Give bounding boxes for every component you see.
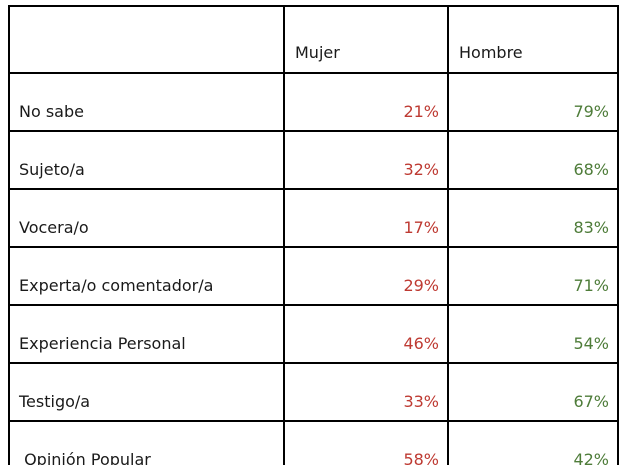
- hombre-value: 67%: [447, 362, 619, 422]
- mujer-value: 46%: [283, 304, 449, 364]
- table-row: Opinión Popular 58% 42%: [8, 420, 619, 465]
- table-header-row: Mujer Hombre: [8, 5, 619, 74]
- mujer-value: 58%: [283, 420, 449, 465]
- table-row: Experta/o comentador/a 29% 71%: [8, 246, 619, 306]
- table-row: Experiencia Personal 46% 54%: [8, 304, 619, 364]
- table-row: No sabe 21% 79%: [8, 72, 619, 132]
- row-label: Sujeto/a: [8, 130, 285, 190]
- row-label: No sabe: [8, 72, 285, 132]
- mujer-value: 29%: [283, 246, 449, 306]
- header-mujer: Mujer: [283, 5, 449, 74]
- mujer-value: 17%: [283, 188, 449, 248]
- row-label: Vocera/o: [8, 188, 285, 248]
- hombre-value: 71%: [447, 246, 619, 306]
- table-row: Vocera/o 17% 83%: [8, 188, 619, 248]
- row-label: Experta/o comentador/a: [8, 246, 285, 306]
- mujer-value: 33%: [283, 362, 449, 422]
- hombre-value: 83%: [447, 188, 619, 248]
- table-row: Testigo/a 33% 67%: [8, 362, 619, 422]
- hombre-value: 54%: [447, 304, 619, 364]
- row-label: Experiencia Personal: [8, 304, 285, 364]
- header-hombre: Hombre: [447, 5, 619, 74]
- header-empty-cell: [8, 5, 285, 74]
- row-label: Testigo/a: [8, 362, 285, 422]
- gender-percentage-table: Mujer Hombre No sabe 21% 79% Sujeto/a 32…: [8, 5, 619, 465]
- hombre-value: 68%: [447, 130, 619, 190]
- table-row: Sujeto/a 32% 68%: [8, 130, 619, 190]
- row-label: Opinión Popular: [8, 420, 285, 465]
- hombre-value: 79%: [447, 72, 619, 132]
- mujer-value: 21%: [283, 72, 449, 132]
- mujer-value: 32%: [283, 130, 449, 190]
- hombre-value: 42%: [447, 420, 619, 465]
